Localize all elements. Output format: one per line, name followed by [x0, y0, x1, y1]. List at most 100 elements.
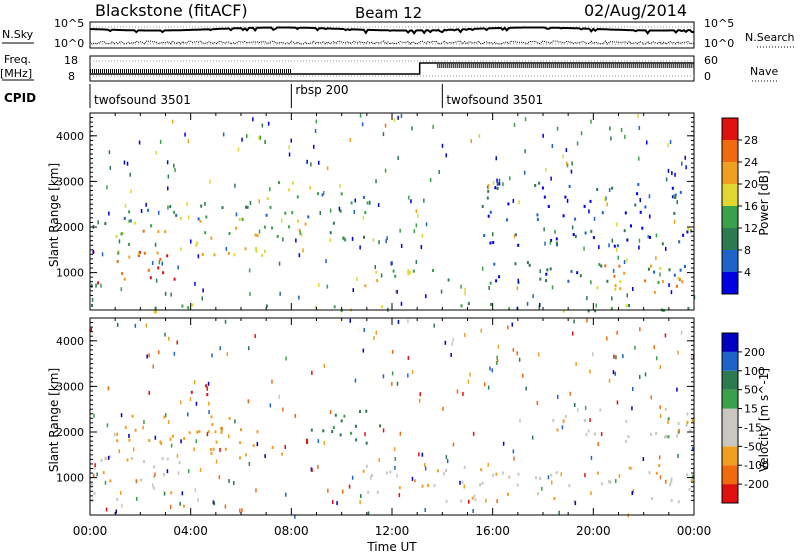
data-cell: [516, 483, 519, 487]
sparse-cell: [378, 240, 380, 245]
data-cell: [173, 210, 176, 214]
sparse-cell: [354, 378, 357, 383]
sparse-cell: [516, 306, 518, 311]
sparse-cell: [120, 287, 123, 292]
data-cell: [212, 447, 215, 451]
sparse-cell: [681, 161, 683, 166]
data-cell: [350, 201, 353, 205]
data-cell: [655, 431, 657, 435]
data-cell: [370, 474, 373, 477]
data-cell: [671, 186, 674, 190]
data-cell: [152, 486, 155, 490]
sparse-cell: [235, 212, 238, 217]
nsky-trace: [89, 26, 695, 36]
sparse-cell: [104, 480, 107, 485]
sparse-cell: [285, 356, 287, 361]
sparse-cell: [282, 237, 284, 242]
data-cell: [690, 229, 693, 233]
sparse-cell: [667, 168, 670, 173]
data-cell: [362, 469, 365, 473]
data-cell: [180, 247, 183, 251]
sparse-cell: [313, 144, 315, 149]
sparse-cell: [252, 117, 254, 122]
x-tick-label: 12:00: [375, 524, 410, 538]
data-cell: [362, 195, 365, 199]
sparse-cell: [319, 211, 321, 215]
sparse-cell: [298, 295, 300, 300]
sparse-cell: [146, 354, 148, 359]
sparse-cell: [659, 475, 662, 480]
nsearch-trace: [89, 40, 695, 45]
sparse-cell: [269, 403, 272, 408]
sparse-cell: [415, 209, 418, 214]
sparse-cell: [429, 178, 432, 183]
data-cell: [159, 257, 162, 261]
sparse-cell: [228, 434, 230, 439]
sparse-cell: [206, 432, 209, 437]
sparse-cell: [571, 161, 573, 166]
sparse-cell: [264, 140, 266, 144]
y-tick-label: 2000: [56, 221, 84, 234]
sparse-cell: [155, 150, 157, 155]
data-cell: [199, 219, 202, 223]
x-tick-label: 08:00: [274, 524, 309, 538]
data-cell: [501, 471, 504, 475]
data-cell: [354, 424, 357, 428]
data-cell: [109, 455, 111, 459]
sparse-cell: [613, 354, 615, 359]
sparse-cell: [413, 229, 416, 234]
velocity-scatter: [90, 318, 695, 519]
data-cell: [445, 469, 447, 472]
sparse-cell: [411, 476, 414, 481]
sparse-cell: [554, 229, 556, 234]
sparse-cell: [674, 172, 676, 177]
sparse-cell: [513, 456, 515, 461]
sparse-cell: [164, 291, 167, 296]
sparse-cell: [372, 238, 375, 242]
sparse-cell: [470, 139, 472, 144]
data-cell: [220, 426, 223, 430]
sparse-cell: [167, 420, 170, 425]
cpid-segment-label: twofsound 3501: [446, 93, 543, 107]
sparse-cell: [551, 480, 553, 485]
sparse-cell: [517, 278, 519, 283]
sparse-cell: [317, 439, 320, 444]
data-cell: [296, 195, 299, 199]
sparse-cell: [391, 261, 393, 266]
data-cell: [489, 210, 492, 214]
data-cell: [261, 253, 264, 257]
sparse-cell: [438, 170, 440, 174]
sparse-cell: [496, 178, 498, 183]
sparse-cell: [382, 132, 385, 137]
data-cell: [460, 304, 463, 308]
data-cell: [207, 430, 210, 434]
sparse-cell: [255, 488, 257, 493]
sparse-cell: [545, 167, 547, 172]
colorbar-segment: [722, 484, 738, 503]
data-cell: [137, 252, 140, 256]
data-cell: [271, 446, 274, 449]
data-cell: [117, 251, 120, 255]
sparse-cell: [151, 261, 154, 265]
data-cell: [287, 188, 290, 192]
sparse-cell: [440, 289, 443, 294]
sparse-cell: [194, 281, 196, 286]
data-cell: [213, 253, 216, 257]
data-cell: [626, 238, 629, 242]
data-cell: [191, 303, 194, 307]
sparse-cell: [190, 239, 192, 244]
data-cell: [332, 426, 335, 429]
sparse-cell: [120, 413, 123, 418]
sparse-cell: [502, 441, 505, 446]
velocity-ylabel: Slant Range [km]: [47, 368, 61, 472]
data-cell: [495, 472, 498, 476]
sparse-cell: [281, 218, 283, 223]
data-cell: [570, 269, 573, 273]
sparse-cell: [612, 370, 615, 375]
data-cell: [587, 309, 590, 313]
data-cell: [269, 205, 272, 209]
data-cell: [414, 479, 417, 483]
sparse-cell: [224, 504, 227, 509]
sparse-cell: [480, 328, 482, 333]
data-cell: [445, 499, 448, 503]
